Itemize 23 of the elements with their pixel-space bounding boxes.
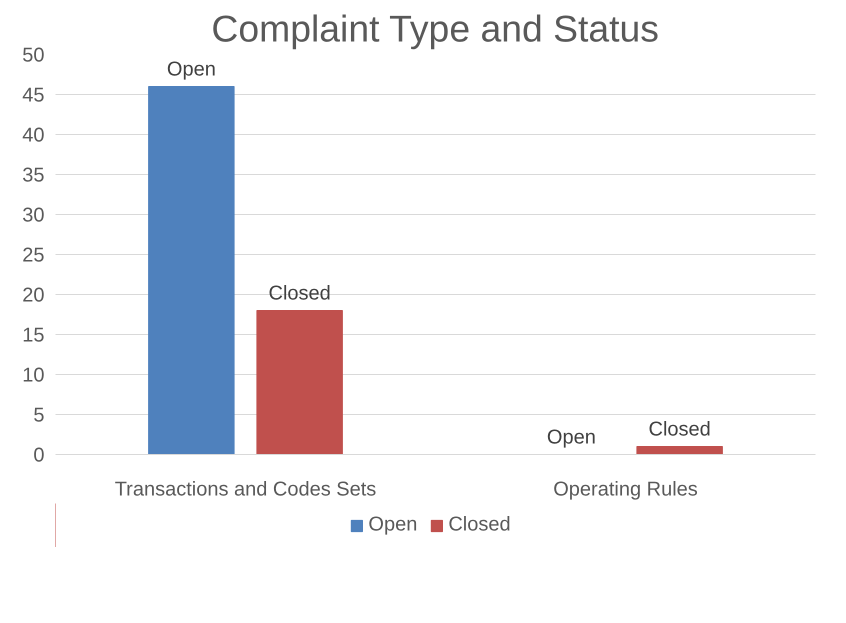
bar	[636, 446, 723, 454]
annotation: Open	[546, 426, 596, 448]
y-tick-label: 0	[33, 444, 44, 466]
y-tick-label: 40	[22, 124, 45, 146]
x-tick-label: Operating Rules	[553, 478, 698, 500]
y-tick-label: 30	[22, 204, 45, 226]
chart-title: Complaint Type and Status	[211, 8, 659, 50]
annotation: Closed	[268, 282, 331, 304]
legend-label: Open	[368, 514, 418, 536]
y-tick-label: 15	[22, 324, 45, 346]
bar	[148, 86, 235, 454]
legend-label: Closed	[448, 514, 511, 536]
annotation: Open	[166, 58, 216, 80]
y-tick-label: 35	[22, 164, 45, 186]
y-tick-label: 10	[22, 364, 45, 386]
y-tick-label: 5	[33, 404, 44, 426]
annotation: Closed	[648, 418, 711, 440]
bar	[256, 310, 343, 454]
y-tick-label: 50	[22, 44, 45, 66]
y-tick-label: 45	[22, 84, 45, 106]
y-tick-label: 25	[22, 244, 45, 266]
y-tick-label: 20	[22, 284, 45, 306]
x-tick-label: Transactions and Codes Sets	[114, 478, 376, 500]
